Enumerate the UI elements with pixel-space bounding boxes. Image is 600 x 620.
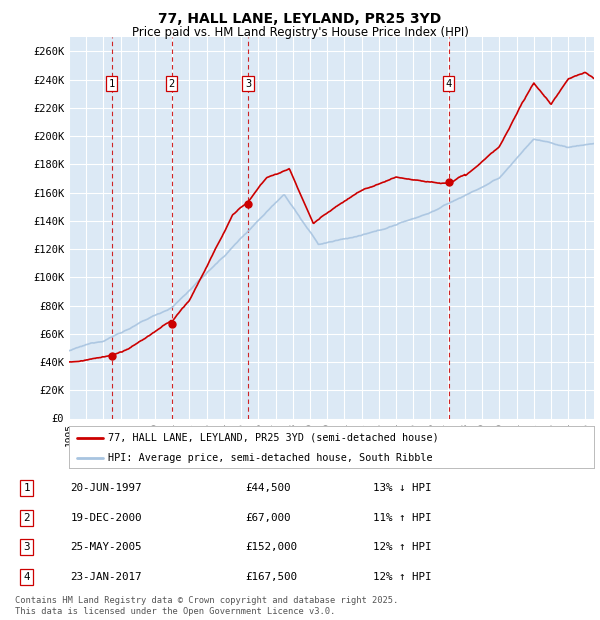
Text: 23-JAN-2017: 23-JAN-2017 <box>70 572 142 582</box>
Text: 13% ↓ HPI: 13% ↓ HPI <box>373 483 431 493</box>
Text: 20-JUN-1997: 20-JUN-1997 <box>70 483 142 493</box>
Text: 1: 1 <box>109 79 115 89</box>
Text: 3: 3 <box>245 79 251 89</box>
Text: 12% ↑ HPI: 12% ↑ HPI <box>373 572 431 582</box>
Text: £67,000: £67,000 <box>245 513 290 523</box>
Text: 77, HALL LANE, LEYLAND, PR25 3YD (semi-detached house): 77, HALL LANE, LEYLAND, PR25 3YD (semi-d… <box>109 433 439 443</box>
Text: 12% ↑ HPI: 12% ↑ HPI <box>373 542 431 552</box>
Text: 11% ↑ HPI: 11% ↑ HPI <box>373 513 431 523</box>
Text: 1: 1 <box>23 483 30 493</box>
Text: 2: 2 <box>169 79 175 89</box>
Text: Contains HM Land Registry data © Crown copyright and database right 2025.
This d: Contains HM Land Registry data © Crown c… <box>15 596 398 616</box>
Text: 3: 3 <box>23 542 30 552</box>
Text: 19-DEC-2000: 19-DEC-2000 <box>70 513 142 523</box>
Text: 77, HALL LANE, LEYLAND, PR25 3YD: 77, HALL LANE, LEYLAND, PR25 3YD <box>158 12 442 27</box>
Text: Price paid vs. HM Land Registry's House Price Index (HPI): Price paid vs. HM Land Registry's House … <box>131 26 469 39</box>
Text: £167,500: £167,500 <box>245 572 297 582</box>
Text: £152,000: £152,000 <box>245 542 297 552</box>
Text: 4: 4 <box>446 79 452 89</box>
Text: HPI: Average price, semi-detached house, South Ribble: HPI: Average price, semi-detached house,… <box>109 453 433 463</box>
Text: 2: 2 <box>23 513 30 523</box>
Text: 25-MAY-2005: 25-MAY-2005 <box>70 542 142 552</box>
Text: £44,500: £44,500 <box>245 483 290 493</box>
Text: 4: 4 <box>23 572 30 582</box>
